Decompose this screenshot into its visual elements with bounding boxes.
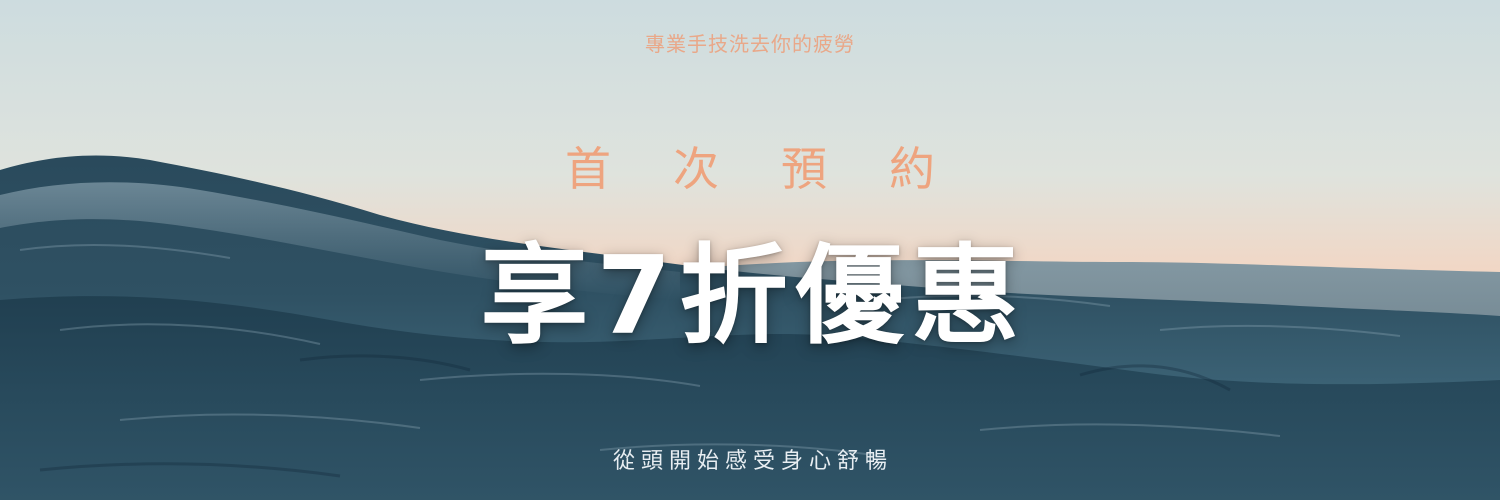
discount-headline: 享7折優惠 [480,234,1028,359]
first-booking-subtitle: 首次預約 [565,142,997,196]
footer-slogan: 從頭開始感受身心舒暢 [612,449,893,474]
tagline-text: 專業手技洗去你的疲勞 [645,32,855,56]
